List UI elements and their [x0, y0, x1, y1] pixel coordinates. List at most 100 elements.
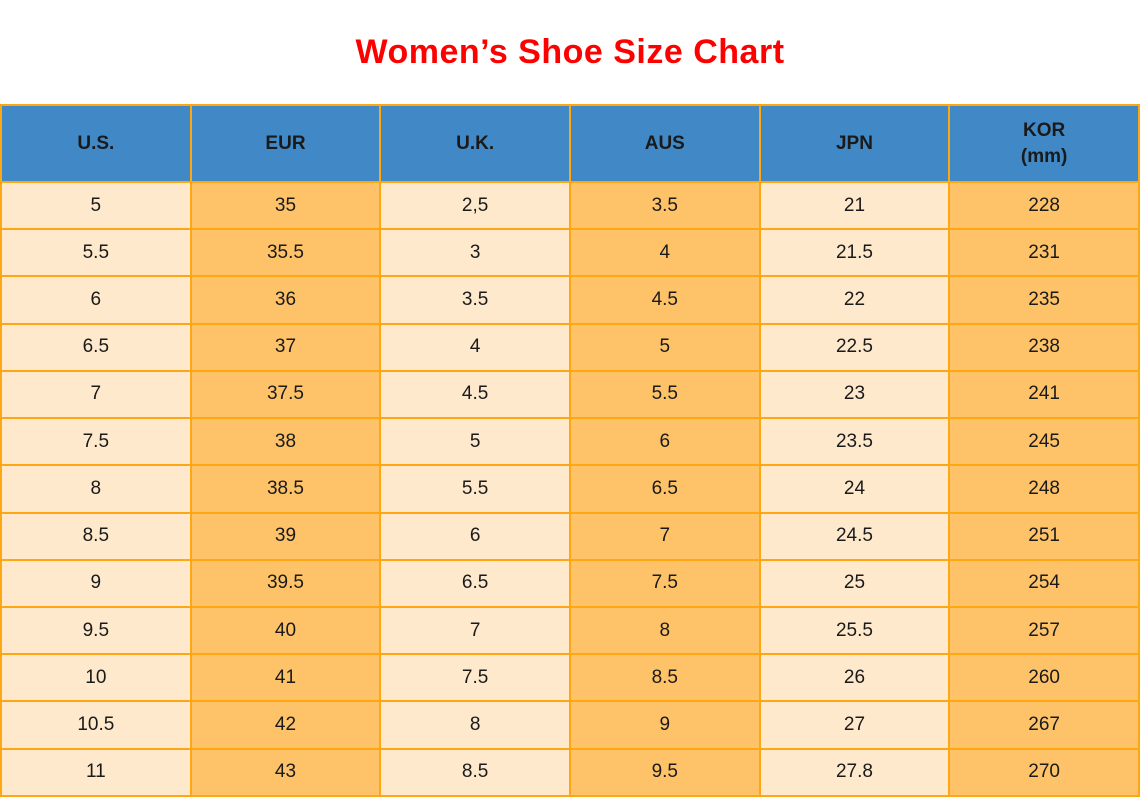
table-row: 9.5 40 7 8 25.5 257: [0, 605, 1140, 656]
header-row: U.S. EUR U.K. AUS JPN KOR (mm): [0, 104, 1140, 183]
table-cell: 23.5: [758, 417, 951, 467]
table-cell: 35.5: [189, 228, 382, 278]
table-cell: 6: [379, 511, 571, 561]
table-row: 10.5 42 8 9 27 267: [0, 700, 1140, 750]
table-cell: 6.5: [379, 558, 571, 608]
table-cell: 9.5: [0, 605, 192, 656]
page-title: Women’s Shoe Size Chart: [355, 32, 785, 71]
table-cell: 11: [0, 747, 192, 797]
table-cell: 22: [758, 275, 951, 325]
table-cell: 231: [948, 228, 1140, 278]
table-cell: 3.5: [379, 275, 571, 325]
table-cell: 9.5: [568, 747, 761, 797]
table-cell: 26: [758, 653, 951, 703]
table-row: 6 36 3.5 4.5 22 235: [0, 275, 1140, 325]
table-cell: 8.5: [379, 747, 571, 797]
table-cell: 24.5: [758, 511, 951, 561]
table-cell: 36: [189, 275, 382, 325]
table-cell: 5: [568, 322, 761, 372]
table-cell: 6: [0, 275, 192, 325]
table-cell: 10: [0, 653, 192, 703]
table-cell: 37.5: [189, 369, 382, 420]
table-cell: 25.5: [758, 605, 951, 656]
table-row: 6.5 37 4 5 22.5 238: [0, 322, 1140, 372]
table-row: 11 43 8.5 9.5 27.8 270: [0, 747, 1140, 797]
table-cell: 245: [948, 417, 1140, 467]
table-cell: 22.5: [758, 322, 951, 372]
table-row: 7 37.5 4.5 5.5 23 241: [0, 369, 1140, 420]
table-cell: 21: [758, 180, 951, 231]
table-row: 7.5 38 5 6 23.5 245: [0, 417, 1140, 467]
table-row: 5 35 2,5 3.5 21 228: [0, 180, 1140, 231]
table-cell: 241: [948, 369, 1140, 420]
table-cell: 8.5: [0, 511, 192, 561]
table-cell: 9: [568, 700, 761, 750]
table-cell: 5: [0, 180, 192, 231]
table-row: 9 39.5 6.5 7.5 25 254: [0, 558, 1140, 608]
table-cell: 8: [379, 700, 571, 750]
table-cell: 9: [0, 558, 192, 608]
table-cell: 6.5: [568, 464, 761, 514]
table-cell: 38.5: [189, 464, 382, 514]
table-cell: 21.5: [758, 228, 951, 278]
table-cell: 35: [189, 180, 382, 231]
table-cell: 5.5: [0, 228, 192, 278]
table-cell: 24: [758, 464, 951, 514]
table-cell: 6: [568, 417, 761, 467]
table-cell: 5.5: [568, 369, 761, 420]
table-cell: 27.8: [758, 747, 951, 797]
column-header: U.S.: [0, 104, 192, 183]
table-cell: 39.5: [189, 558, 382, 608]
table-cell: 23: [758, 369, 951, 420]
table-cell: 260: [948, 653, 1140, 703]
table-cell: 235: [948, 275, 1140, 325]
table-row: 8.5 39 6 7 24.5 251: [0, 511, 1140, 561]
table-cell: 3: [379, 228, 571, 278]
table-cell: 238: [948, 322, 1140, 372]
table-cell: 39: [189, 511, 382, 561]
table-cell: 6.5: [0, 322, 192, 372]
table-cell: 7.5: [0, 417, 192, 467]
table-cell: 254: [948, 558, 1140, 608]
table-cell: 41: [189, 653, 382, 703]
table-cell: 7: [0, 369, 192, 420]
table-head: U.S. EUR U.K. AUS JPN KOR (mm): [0, 104, 1140, 183]
table-row: 10 41 7.5 8.5 26 260: [0, 653, 1140, 703]
shoe-size-table: U.S. EUR U.K. AUS JPN KOR (mm) 5 35 2,5 3.5 21 228…: [0, 104, 1140, 797]
table-cell: 3.5: [568, 180, 761, 231]
table-cell: 37: [189, 322, 382, 372]
table-cell: 7.5: [379, 653, 571, 703]
table-cell: 40: [189, 605, 382, 656]
table-cell: 38: [189, 417, 382, 467]
table-cell: 4: [379, 322, 571, 372]
table-cell: 251: [948, 511, 1140, 561]
column-header: AUS: [568, 104, 761, 183]
column-header: EUR: [189, 104, 382, 183]
table-cell: 267: [948, 700, 1140, 750]
column-header: JPN: [758, 104, 951, 183]
table-cell: 5: [379, 417, 571, 467]
table-cell: 228: [948, 180, 1140, 231]
table-cell: 2,5: [379, 180, 571, 231]
column-header: KOR (mm): [948, 104, 1140, 183]
table-cell: 7.5: [568, 558, 761, 608]
table-cell: 43: [189, 747, 382, 797]
table-cell: 248: [948, 464, 1140, 514]
table-row: 8 38.5 5.5 6.5 24 248: [0, 464, 1140, 514]
table-cell: 257: [948, 605, 1140, 656]
table-cell: 25: [758, 558, 951, 608]
table-cell: 8: [0, 464, 192, 514]
table-body: 5 35 2,5 3.5 21 228 5.5 35.5 3 4 21.5 231 6 36 3.5 4.5 2…: [0, 180, 1140, 797]
table-cell: 8: [568, 605, 761, 656]
table-cell: 4.5: [379, 369, 571, 420]
table-cell: 270: [948, 747, 1140, 797]
table-cell: 10.5: [0, 700, 192, 750]
table-cell: 8.5: [568, 653, 761, 703]
column-header: U.K.: [379, 104, 571, 183]
table-cell: 5.5: [379, 464, 571, 514]
table-cell: 42: [189, 700, 382, 750]
table-cell: 7: [379, 605, 571, 656]
table-cell: 4: [568, 228, 761, 278]
table-cell: 4.5: [568, 275, 761, 325]
